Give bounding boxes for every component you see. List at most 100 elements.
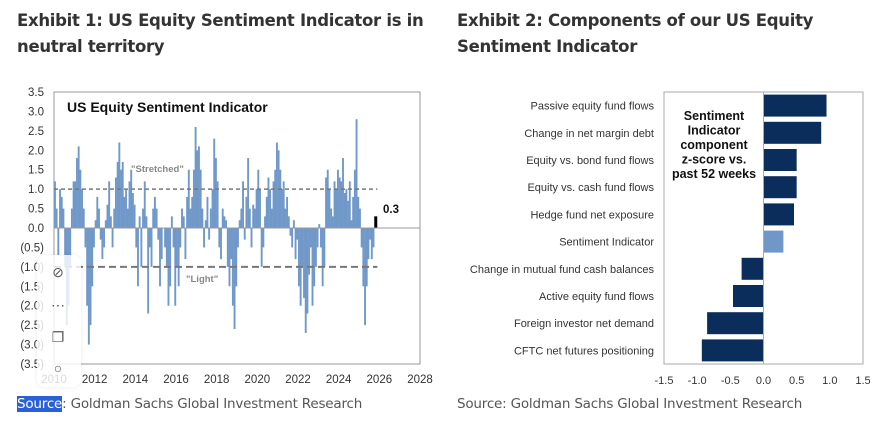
series-bar	[201, 208, 204, 228]
series-bar	[108, 181, 111, 228]
series-bar	[130, 169, 133, 228]
series-bar	[214, 158, 217, 228]
series-bar	[265, 196, 268, 228]
series-bar	[287, 216, 290, 228]
series-bar	[143, 181, 146, 228]
series-bar	[313, 228, 316, 287]
series-bar	[133, 204, 136, 228]
series-bar	[225, 220, 228, 228]
series-bar	[247, 158, 250, 228]
series-bar	[152, 208, 155, 228]
series-bar	[157, 228, 160, 240]
y-tick-label: 2.0	[28, 145, 44, 157]
series-bar	[323, 228, 326, 267]
eye-off-icon[interactable]: ⊘	[52, 264, 64, 280]
category-label: Hedge fund net exposure	[530, 209, 654, 221]
annotation-line: z-score vs.	[682, 153, 747, 167]
category-label: Foreign investor net demand	[514, 318, 654, 330]
series-bar	[203, 228, 206, 248]
series-bar	[123, 196, 126, 228]
series-bar	[289, 228, 292, 236]
series-bar	[169, 228, 172, 287]
y-tick-label: 2.5	[28, 126, 44, 138]
series-bar	[92, 228, 95, 248]
series-bar	[60, 196, 63, 228]
series-bar	[325, 177, 328, 228]
category-label: Equity vs. bond fund flows	[526, 155, 654, 167]
series-bar	[284, 208, 287, 228]
category-label: Sentiment Indicator	[559, 237, 654, 249]
series-bar	[103, 228, 106, 248]
series-bar	[291, 228, 294, 248]
x-tick-label: 0.5	[789, 375, 804, 387]
y-tick-label: 0.0	[28, 223, 44, 235]
series-bar	[57, 228, 60, 256]
x-tick-label: 2012	[82, 374, 108, 386]
series-bar	[357, 196, 360, 228]
series-bar	[335, 189, 338, 228]
series-bar	[189, 208, 192, 228]
chart-title: US Equity Sentiment Indicator	[67, 99, 268, 115]
series-bar	[55, 208, 58, 228]
series-bar	[131, 193, 134, 228]
component-bar	[763, 121, 822, 144]
x-tick-label: 1.5	[855, 375, 870, 387]
series-bar	[172, 228, 175, 248]
series-bar	[372, 228, 375, 248]
x-tick-label: 2024	[326, 374, 352, 386]
series-bar	[340, 181, 343, 228]
series-bar	[220, 228, 222, 260]
component-bar	[763, 149, 797, 171]
series-bar	[181, 208, 183, 228]
series-bar	[155, 208, 158, 228]
series-bar	[245, 196, 248, 228]
y-tick-label: 0.5	[28, 204, 44, 216]
series-bar	[160, 228, 163, 260]
series-bar	[159, 228, 161, 287]
latest-value-label: 0.3	[383, 204, 399, 216]
series-bar	[126, 208, 129, 228]
series-bar	[184, 228, 187, 260]
category-label: Passive equity fund flows	[530, 101, 654, 113]
series-bar	[237, 228, 239, 248]
more-icon[interactable]: ⋯	[51, 297, 65, 313]
series-bar	[96, 196, 99, 228]
x-tick-label: 2014	[123, 374, 149, 386]
series-bar	[69, 228, 72, 267]
annotation-line: Sentiment	[684, 109, 745, 123]
component-bar	[732, 285, 764, 307]
copy-icon[interactable]: ❐	[51, 329, 65, 345]
series-bar	[148, 228, 151, 248]
x-tick-label: -1.0	[688, 375, 707, 387]
series-bar	[292, 220, 295, 228]
series-bar	[252, 204, 255, 228]
series-bar	[54, 181, 56, 228]
y-tick-label: 1.0	[28, 184, 44, 196]
series-bar	[250, 228, 253, 248]
series-bar	[199, 169, 202, 228]
series-bar	[233, 228, 236, 330]
series-bar	[170, 216, 173, 228]
series-bar	[115, 177, 117, 228]
stretched-label: "Stretched"	[131, 164, 184, 175]
series-bar	[164, 228, 167, 248]
series-bar	[99, 228, 102, 240]
series-bar	[98, 208, 100, 228]
series-bar	[81, 189, 84, 228]
series-bar	[218, 228, 221, 248]
series-bar	[137, 228, 139, 287]
series-bar	[333, 181, 336, 228]
series-bar	[113, 208, 116, 228]
latest-bar	[374, 216, 378, 228]
series-bar	[226, 228, 229, 267]
series-bar	[111, 228, 114, 248]
series-bar	[343, 193, 346, 228]
search-icon[interactable]: ○	[53, 360, 63, 376]
series-bar	[267, 177, 270, 228]
series-bar	[208, 228, 211, 240]
series-bar	[314, 228, 317, 267]
category-label: Change in mutual fund cash balances	[470, 264, 655, 276]
series-bar	[248, 208, 251, 228]
